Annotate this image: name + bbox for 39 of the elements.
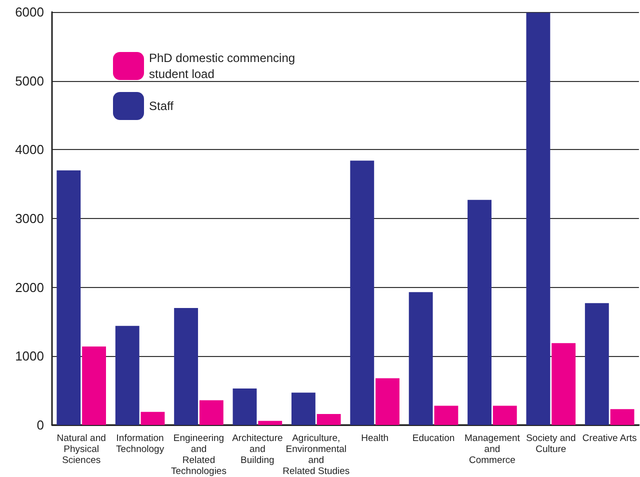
x-tick-label: Education xyxy=(412,433,455,444)
x-tick-label: Management and Commerce xyxy=(464,433,520,466)
x-tick-label: Engineering and Related Technologies xyxy=(171,433,227,477)
bar xyxy=(492,406,517,425)
bar xyxy=(174,308,198,425)
x-tick-label: Agriculture, Environmental and Related Studies xyxy=(282,433,350,477)
x-tick-label: Society and Culture xyxy=(526,433,576,455)
y-tick-label: 0 xyxy=(36,418,44,432)
bar xyxy=(316,414,341,425)
bar xyxy=(291,392,316,425)
bar xyxy=(526,12,550,425)
x-tick-label: Architecture and Building xyxy=(232,433,283,466)
bar xyxy=(434,406,458,425)
bar xyxy=(82,346,106,425)
bar xyxy=(199,400,224,425)
bar xyxy=(350,160,374,425)
bar xyxy=(408,292,433,425)
bar xyxy=(552,343,576,425)
x-tick-label: Creative Arts xyxy=(582,433,638,444)
bar xyxy=(610,409,634,425)
y-tick-label: 5000 xyxy=(15,73,44,88)
bar xyxy=(232,388,257,425)
x-tick-label: Information Technology xyxy=(116,433,164,455)
y-tick-label: 4000 xyxy=(15,142,44,158)
y-tick-label: 1000 xyxy=(15,348,44,364)
x-tick-label: Health xyxy=(361,433,389,444)
legend-label: PhD domestic commencing student load xyxy=(149,51,296,81)
bar xyxy=(258,420,282,425)
y-tick-label: 6000 xyxy=(15,4,44,20)
bar xyxy=(468,200,492,425)
legend-label: Staff xyxy=(149,99,174,113)
bar xyxy=(376,378,400,425)
bar xyxy=(115,326,140,425)
y-tick-label: 2000 xyxy=(15,280,44,295)
bar xyxy=(584,303,609,425)
x-tick-label: Natural and Physical Sciences xyxy=(56,433,106,466)
bar xyxy=(140,412,165,425)
y-tick-label: 3000 xyxy=(15,211,44,226)
bar xyxy=(56,170,81,425)
